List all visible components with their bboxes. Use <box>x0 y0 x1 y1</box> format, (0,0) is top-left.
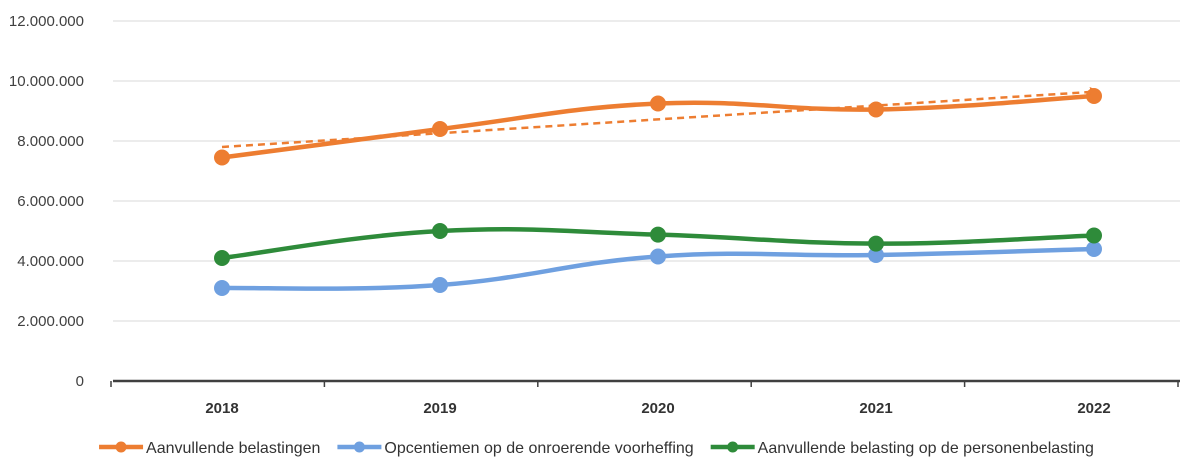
trendline-group <box>221 87 1100 149</box>
data-point <box>650 248 666 265</box>
data-point <box>432 121 448 137</box>
data-point <box>868 235 884 252</box>
y-tick-label: 2.000.000 <box>17 313 84 330</box>
x-tick-label: 2022 <box>1077 400 1110 417</box>
data-point <box>650 95 666 112</box>
data-point <box>214 250 230 266</box>
x-tick-label: 2018 <box>205 400 238 417</box>
data-point <box>432 223 448 239</box>
series-3 <box>214 223 1102 266</box>
x-tick-label: 2020 <box>641 400 674 417</box>
legend-item: Opcentiemen op de onroerende voorheffing <box>337 440 694 457</box>
legend-swatch-marker <box>727 441 739 453</box>
x-tick-label: 2021 <box>859 400 892 417</box>
y-tick-label: 4.000.000 <box>17 253 84 270</box>
x-tick-label: 2019 <box>423 400 456 417</box>
data-point <box>214 149 230 166</box>
legend-item: Aanvullende belastingen <box>99 440 320 457</box>
y-tick-label: 0 <box>76 373 84 390</box>
trendline <box>221 87 1100 149</box>
data-point <box>1086 227 1102 244</box>
data-point <box>1086 241 1102 257</box>
data-point <box>1086 88 1102 104</box>
legend-label: Aanvullende belasting op de personenbela… <box>758 440 1094 457</box>
legend-label: Aanvullende belastingen <box>146 440 320 457</box>
legend-swatch-marker <box>115 441 127 453</box>
data-point <box>432 277 448 293</box>
legend-item: Aanvullende belasting op de personenbela… <box>710 440 1094 457</box>
y-tick-label: 12.000.000 <box>9 13 84 30</box>
legend-label: Opcentiemen op de onroerende voorheffing <box>384 440 693 457</box>
legend-swatch-marker <box>353 441 365 453</box>
y-tick-label: 10.000.000 <box>9 73 84 90</box>
data-point <box>868 247 884 263</box>
gridlines <box>113 20 1180 322</box>
data-point <box>650 226 666 243</box>
series-2 <box>214 241 1102 296</box>
legend: Aanvullende belastingen Opcentiemen op de… <box>99 440 1094 457</box>
x-axis-tick-labels: 2018 2019 2020 2021 2022 <box>110 381 1179 417</box>
data-point <box>214 280 230 296</box>
y-axis-tick-labels: 0 2.000.000 4.000.000 6.000.000 8.000.000 10.… <box>9 13 84 390</box>
y-tick-label: 8.000.000 <box>17 133 84 150</box>
y-tick-label: 6.000.000 <box>17 193 84 210</box>
data-point <box>868 101 884 118</box>
